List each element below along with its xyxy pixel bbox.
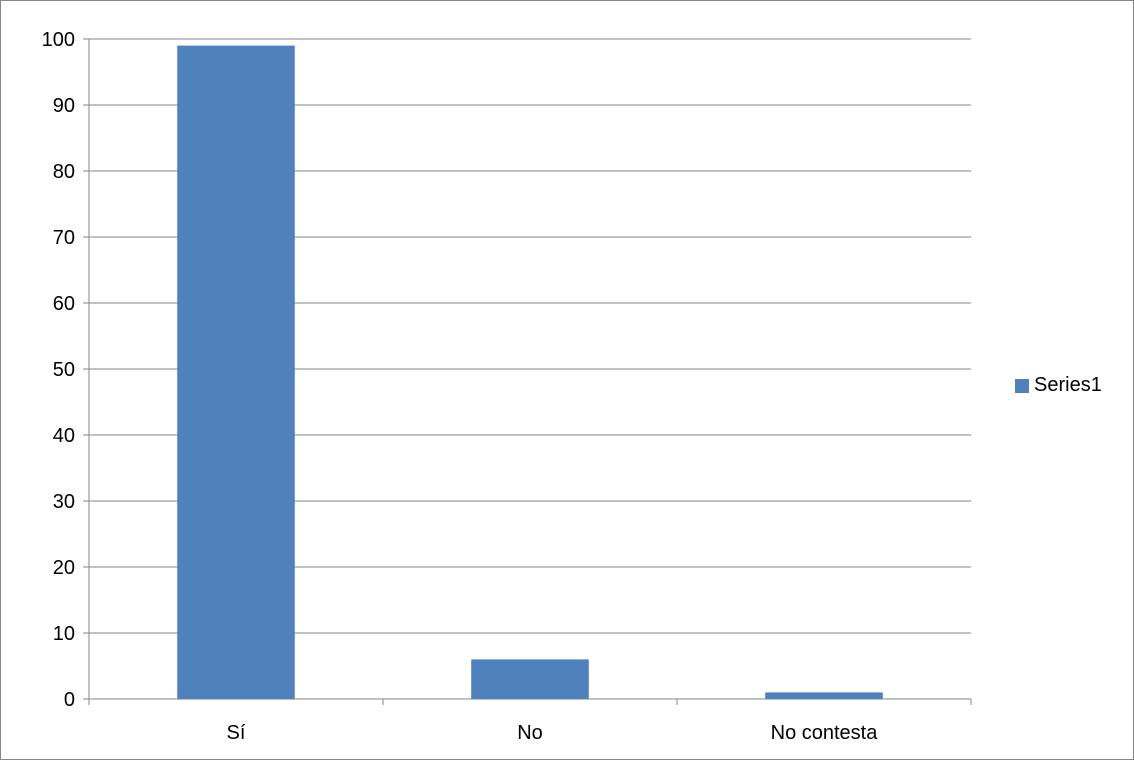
x-tick-label: No contesta: [771, 722, 879, 744]
bar-2: [471, 659, 589, 699]
legend-label-series1: Series1: [1034, 374, 1102, 396]
y-tick-label: 50: [53, 359, 75, 381]
y-tick-label: 80: [53, 161, 75, 183]
x-tick-label: Sí: [227, 722, 246, 744]
y-tick-label: 90: [53, 95, 75, 117]
bar-3: [765, 692, 883, 699]
y-tick-label: 60: [53, 293, 75, 315]
bar-1: [177, 45, 295, 700]
y-tick-label: 40: [53, 425, 75, 447]
y-tick-label: 10: [53, 623, 75, 645]
x-tick-label: No: [517, 722, 543, 744]
legend: Series1: [1015, 374, 1102, 397]
legend-swatch-series1: [1015, 378, 1029, 393]
y-tick-label: 20: [53, 557, 75, 579]
y-tick-label: 30: [53, 491, 75, 513]
y-tick-label: 100: [42, 29, 75, 51]
y-tick-label: 0: [64, 689, 75, 711]
y-tick-label: 70: [53, 227, 75, 249]
